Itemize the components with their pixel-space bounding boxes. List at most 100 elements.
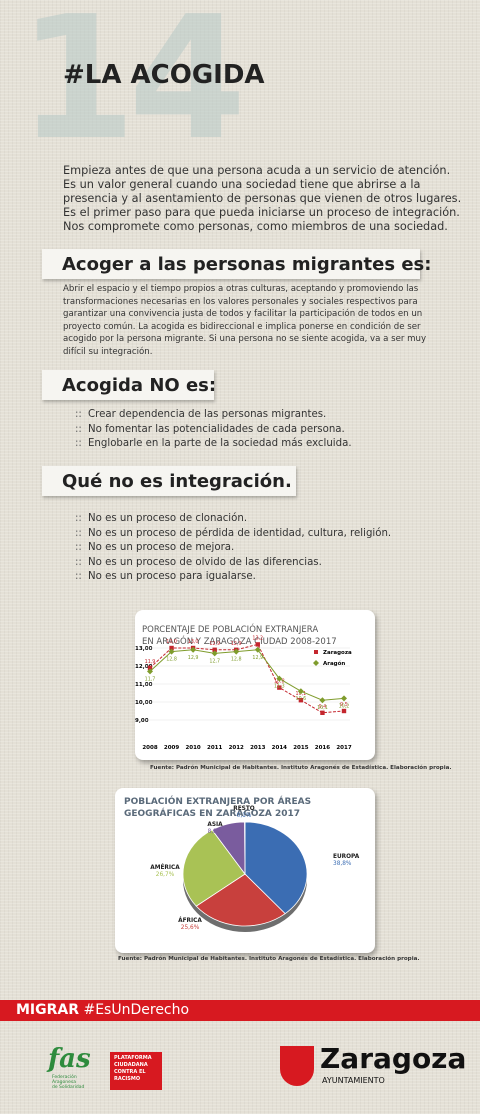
data-label: 9,5 — [340, 702, 348, 708]
list-item: Crear dependencia de las personas migran… — [88, 409, 327, 420]
fas-name: Federación Aragonesa de Solidaridad — [52, 1075, 84, 1090]
heading: Acoger a las personas migrantes es: — [62, 254, 432, 275]
list-item: No es un proceso de olvido de las difere… — [88, 556, 322, 568]
data-label: 10,1 — [317, 705, 328, 711]
heading-banner: Acogida NO es: — [42, 370, 217, 400]
x-tick-label: 2017 — [336, 745, 351, 751]
x-tick-label: 2015 — [293, 745, 308, 751]
slice-value: 8,8% — [208, 829, 223, 835]
platform-line: PLATAFORMA — [114, 1055, 152, 1061]
fas-line: de Solidaridad — [52, 1085, 85, 1090]
list-item: No fomentar las potencialidades de cada … — [88, 423, 345, 435]
point — [341, 708, 347, 714]
background-number: 14 — [18, 0, 247, 178]
chart-title: GEOGRÁFICAS EN ZARAGOZA 2017 — [124, 807, 300, 819]
pie-slice — [195, 873, 286, 927]
platform-logo: PLATAFORMA CIUDADANA CONTRA EL RACISMO — [110, 1052, 162, 1090]
x-tick-label: 2012 — [229, 745, 244, 751]
data-label: 12,8 — [166, 657, 177, 663]
y-tick-label: 9,00 — [135, 718, 149, 724]
data-label: 11,3 — [274, 684, 285, 690]
pie-slice — [182, 829, 246, 907]
chart-source: Fuente: Padrón Municipal de Habitantes. … — [118, 956, 420, 962]
point — [255, 642, 260, 647]
point — [297, 688, 304, 695]
intro-line: Empieza antes de que una persona acuda a… — [63, 164, 451, 177]
fas-line: Federación — [52, 1075, 77, 1080]
point — [277, 685, 282, 690]
platform-line: CIUDADANA — [114, 1062, 148, 1068]
point — [276, 675, 283, 682]
platform-line: RACISMO — [114, 1076, 141, 1082]
point — [147, 668, 153, 675]
intro-line: Es un valor general cuando una sociedad … — [63, 178, 421, 191]
bullet: :: — [75, 409, 82, 420]
bullet: :: — [75, 556, 82, 568]
data-label: 10,2 — [339, 703, 350, 709]
chart-source: Fuente: Padrón Municipal de Habitantes. … — [150, 765, 452, 771]
paragraph-line: difícil su integración. — [63, 346, 153, 357]
bullet: :: — [75, 527, 82, 539]
chart-title: EN ARAGÓN Y ZARAGOZA CIUDAD 2008-2017 — [142, 635, 337, 647]
point — [298, 698, 304, 703]
bullet: :: — [75, 423, 82, 435]
fas-logo: fas — [48, 1044, 91, 1074]
intro-line: presencia y al asentamiento de personas … — [63, 192, 462, 205]
data-label: 12,9 — [209, 641, 220, 647]
data-label: 12,9 — [252, 655, 263, 661]
slice-label: AMÉRICA — [150, 863, 180, 871]
point — [233, 648, 240, 655]
chart-title: POBLACIÓN EXTRANJERA POR ÁREAS — [124, 795, 311, 807]
point — [169, 645, 174, 651]
bullet: :: — [75, 542, 82, 553]
series-line — [149, 643, 345, 714]
chart-title: PORCENTAJE DE POBLACIÓN EXTRANJERA — [142, 623, 318, 635]
slice-label: ÁFRICA — [178, 917, 202, 924]
y-tick-label: 12,00 — [135, 664, 153, 670]
point — [190, 646, 197, 653]
data-label: 11,7 — [145, 676, 156, 682]
x-tick-label: 2013 — [250, 745, 265, 751]
pie-slice — [244, 821, 308, 915]
paragraph-line: proyecto común. La acogida es bidireccio… — [63, 321, 421, 332]
hashtag: MIGRAR #EsUnDerecho — [16, 1002, 189, 1018]
list-item: No es un proceso de mejora. — [88, 542, 235, 553]
bullet: :: — [75, 513, 82, 524]
hashtag-bold: MIGRAR — [16, 1002, 80, 1018]
slice-value: 0,1% — [237, 813, 252, 819]
intro-line: Nos compromete como personas, como miemb… — [63, 220, 448, 233]
legend-label: Zaragoza — [323, 650, 352, 656]
x-tick-label: 2011 — [207, 745, 222, 751]
line-chart-card — [135, 610, 375, 760]
heading-banner: Acoger a las personas migrantes es: — [42, 249, 431, 279]
paragraph-line: Abrir el espacio y el tiempo propios a o… — [63, 284, 419, 294]
slice-value: 26,7% — [156, 872, 175, 878]
data-label: 12,9 — [231, 641, 242, 647]
data-label: 11,9 — [145, 659, 156, 665]
x-tick-label: 2009 — [164, 745, 179, 751]
heading: Qué no es integración. — [62, 471, 292, 492]
data-label: 10,6 — [296, 696, 307, 702]
city-name: Zaragoza — [320, 1042, 467, 1075]
heading: Acogida NO es: — [62, 375, 217, 396]
city-sub: AYUNTAMIENTO — [322, 1076, 385, 1085]
slice-value: 38,8% — [333, 861, 352, 867]
y-tick-label: 11,00 — [135, 682, 153, 688]
point — [168, 648, 175, 655]
fas-line: Aragonesa — [52, 1080, 77, 1085]
list-item: No es un proceso de clonación. — [88, 513, 248, 524]
point — [254, 646, 261, 653]
legend-marker — [313, 660, 319, 666]
data-label: 12,7 — [209, 658, 220, 664]
y-tick-label: 10,00 — [135, 700, 153, 706]
intro-line: Es el primer paso para que pueda iniciar… — [63, 206, 460, 219]
slice-label: EUROPA — [333, 854, 360, 860]
x-tick-label: 2016 — [315, 745, 330, 751]
paragraph-line: garantizar una convivencia justa de todo… — [63, 309, 423, 319]
x-tick-label: 2014 — [272, 745, 287, 751]
data-label: 13,0 — [166, 639, 177, 645]
paragraph-line: acogido por la persona migrante. Si una … — [63, 334, 427, 344]
x-tick-label: 2008 — [142, 745, 157, 751]
slice-label: ASIA — [207, 822, 223, 828]
